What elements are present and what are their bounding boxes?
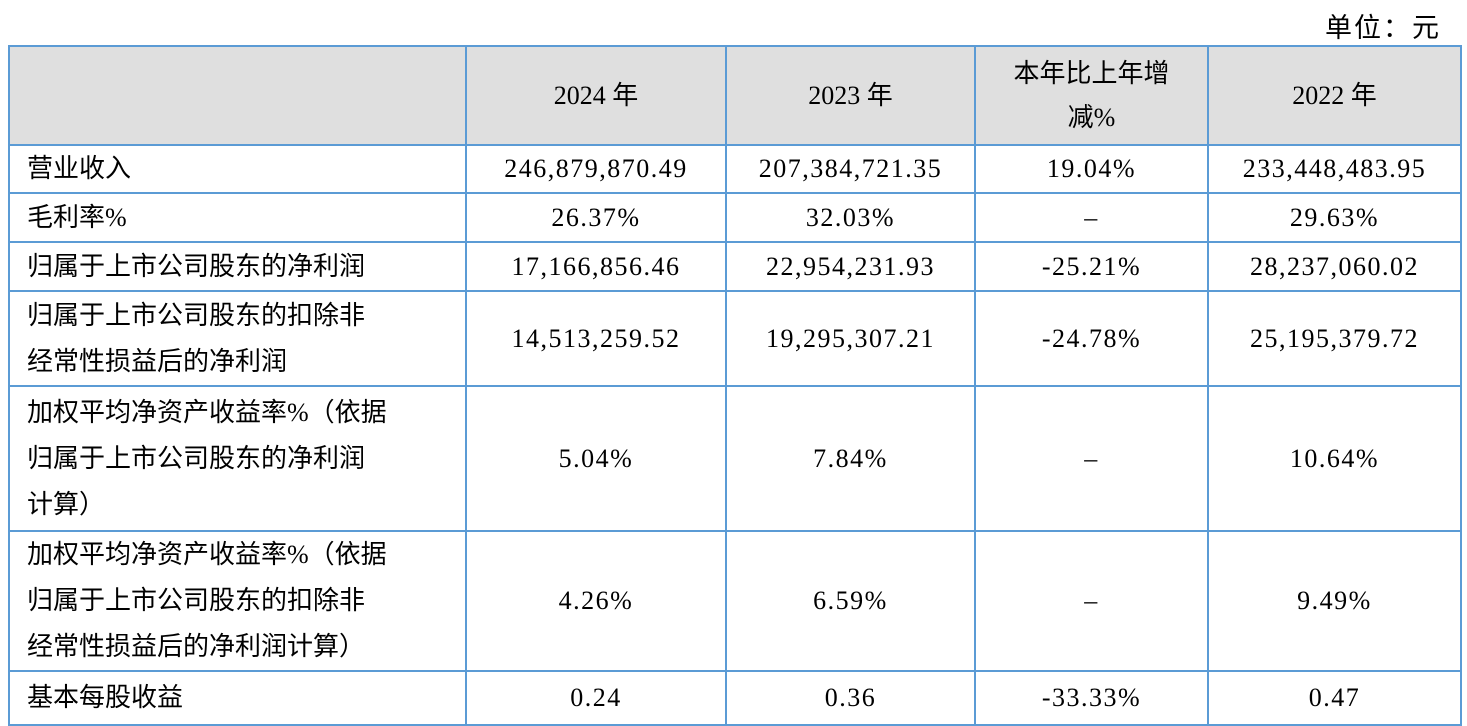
cell-change: –	[974, 530, 1209, 672]
table-row: 加权平均净资产收益率%（依据 归属于上市公司股东的净利润 计算） 5.04% 7…	[8, 385, 1462, 532]
cell-2023: 7.84%	[725, 385, 976, 532]
cell-change: -25.21%	[974, 241, 1209, 292]
cell-change: –	[974, 385, 1209, 532]
row-label: 营业收入	[8, 144, 467, 194]
row-label: 加权平均净资产收益率%（依据 归属于上市公司股东的净利润 计算）	[8, 385, 467, 532]
cell-change: 19.04%	[974, 144, 1209, 194]
cell-2023: 6.59%	[725, 530, 976, 672]
financial-summary-table: 2024 年 2023 年 本年比上年增 减% 2022 年 营业收入 246,…	[8, 45, 1462, 726]
header-2024: 2024 年	[465, 45, 727, 146]
cell-2022: 10.64%	[1207, 385, 1462, 532]
cell-2022: 233,448,483.95	[1207, 144, 1462, 194]
row-label: 归属于上市公司股东的净利润	[8, 241, 467, 292]
unit-label: 单位：元	[1325, 13, 1441, 43]
row-label: 加权平均净资产收益率%（依据 归属于上市公司股东的扣除非 经常性损益后的净利润计…	[8, 530, 467, 672]
cell-2024: 26.37%	[465, 192, 727, 243]
cell-change: -33.33%	[974, 670, 1209, 726]
cell-2022: 0.47	[1207, 670, 1462, 726]
table-row: 营业收入 246,879,870.49 207,384,721.35 19.04…	[8, 144, 1462, 194]
cell-2022: 29.63%	[1207, 192, 1462, 243]
row-label: 毛利率%	[8, 192, 467, 243]
table-row: 毛利率% 26.37% 32.03% – 29.63%	[8, 192, 1462, 243]
cell-2023: 207,384,721.35	[725, 144, 976, 194]
row-label: 基本每股收益	[8, 670, 467, 726]
cell-2024: 246,879,870.49	[465, 144, 727, 194]
cell-change: –	[974, 192, 1209, 243]
cell-change: -24.78%	[974, 290, 1209, 387]
cell-2024: 17,166,856.46	[465, 241, 727, 292]
table-row: 基本每股收益 0.24 0.36 -33.33% 0.47	[8, 670, 1462, 726]
row-label: 归属于上市公司股东的扣除非 经常性损益后的净利润	[8, 290, 467, 387]
cell-2024: 14,513,259.52	[465, 290, 727, 387]
table-row: 加权平均净资产收益率%（依据 归属于上市公司股东的扣除非 经常性损益后的净利润计…	[8, 530, 1462, 672]
cell-2023: 19,295,307.21	[725, 290, 976, 387]
cell-2024: 0.24	[465, 670, 727, 726]
header-indicator	[8, 45, 467, 146]
table-row: 归属于上市公司股东的扣除非 经常性损益后的净利润 14,513,259.52 1…	[8, 290, 1462, 387]
cell-2023: 0.36	[725, 670, 976, 726]
table-row: 归属于上市公司股东的净利润 17,166,856.46 22,954,231.9…	[8, 241, 1462, 292]
header-2022: 2022 年	[1207, 45, 1462, 146]
cell-2024: 4.26%	[465, 530, 727, 672]
cell-2024: 5.04%	[465, 385, 727, 532]
cell-2022: 25,195,379.72	[1207, 290, 1462, 387]
cell-2023: 32.03%	[725, 192, 976, 243]
cell-2022: 28,237,060.02	[1207, 241, 1462, 292]
cell-2023: 22,954,231.93	[725, 241, 976, 292]
table-header-row: 2024 年 2023 年 本年比上年增 减% 2022 年	[8, 45, 1462, 146]
header-yoy-change: 本年比上年增 减%	[974, 45, 1209, 146]
cell-2022: 9.49%	[1207, 530, 1462, 672]
header-2023: 2023 年	[725, 45, 976, 146]
